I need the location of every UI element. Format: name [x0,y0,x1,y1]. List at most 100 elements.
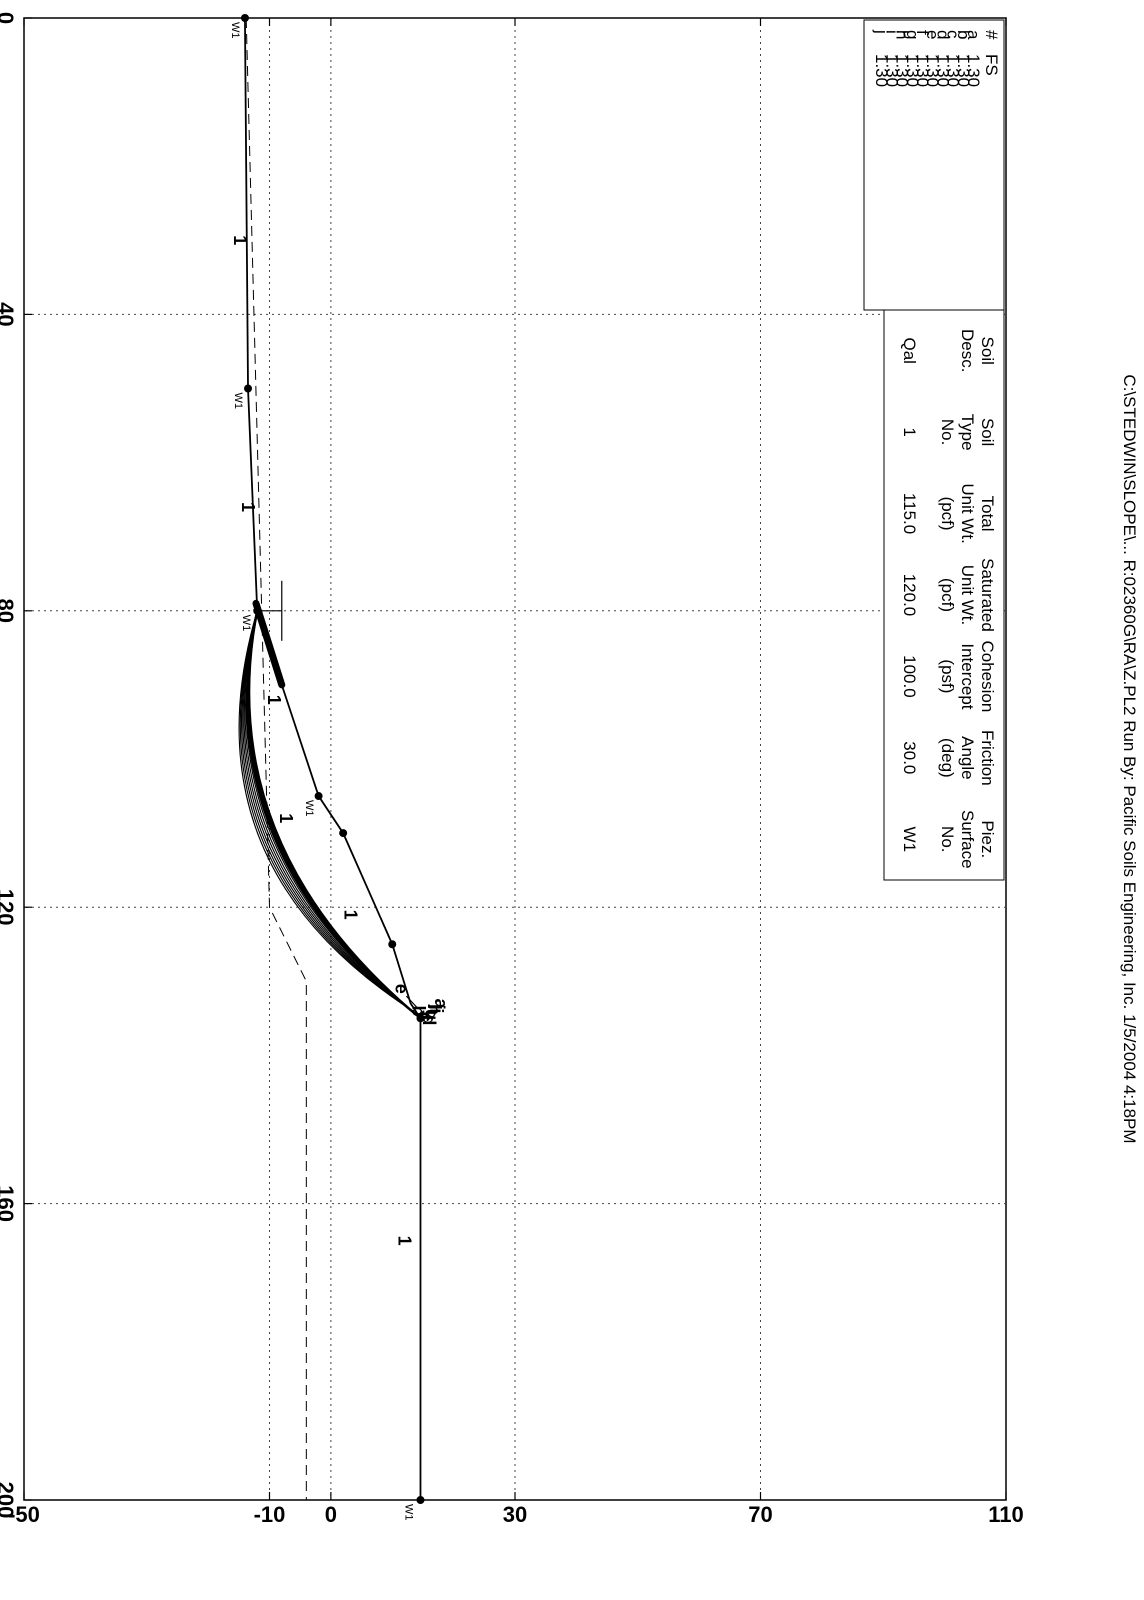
piezometric-marker [246,386,252,391]
chart-title: C:\STEDWIN\SLOPE\... R:02360G\RA\Z.PL2 R… [1120,374,1139,1143]
y-tick-label: 110 [988,1502,1024,1527]
soil-table-header: Angle [958,736,977,779]
soil-table-header: Saturated [978,558,997,632]
soil-type-marker: 1 [395,1236,415,1246]
soil-table-header: (pcf) [938,497,957,531]
soil-table-cell: 1 [900,427,919,436]
soil-type-marker: 1 [276,813,296,823]
fs-legend-label: c [944,30,963,39]
ground-surface-line [244,17,422,1500]
soil-table-header: (pcf) [938,578,957,612]
x-tick-label: 0 [0,12,18,24]
x-tick-label: 160 [0,1185,18,1222]
fs-legend-value: 1.30 [913,54,932,87]
soil-table-header: Friction [978,730,997,786]
soil-table-cell: Qal [900,337,919,363]
x-tick-label: 80 [0,599,18,623]
x-tick-label: 120 [0,889,18,926]
soil-table-header: Soil [978,337,997,365]
failure-surface-b [247,610,421,1019]
fs-legend-value: 1.30 [933,54,952,87]
y-tick-label: -50 [8,1502,40,1527]
piezometric-label: W1 [240,615,252,632]
fs-legend-value: 1.30 [944,54,963,87]
soil-table-header: Cohesion [978,641,997,713]
ground-point [416,1014,425,1023]
failure-surface-f [243,610,419,1016]
y-tick-label: 30 [503,1502,527,1527]
failure-surface-c [246,610,421,1019]
piezometric-marker [416,1497,422,1503]
piezometric-label: W1 [303,800,315,817]
failure-label-a: a [431,999,451,1010]
soil-table-header: No. [938,419,957,445]
soil-type-marker: 1 [230,235,250,245]
failure-surface-g [242,610,418,1016]
piezometric-label: W1 [232,393,244,410]
soil-type-marker: 1 [264,695,284,705]
fs-legend-value: 1.30 [954,54,973,87]
soil-table-header: Surface [958,810,977,869]
fs-legend-label: a [964,30,983,40]
failure-surface-e [244,610,419,1017]
piezometric-line [245,17,307,1500]
soil-table-header: Piez. [978,820,997,858]
soil-table-header: Type [958,414,977,451]
fs-legend-label: j [872,29,891,34]
failure-label-e: e [391,984,411,994]
fs-legend-value: 1.30 [923,54,942,87]
piezometric-marker [254,608,260,614]
soil-table-header: Unit Wt. [958,565,977,625]
fs-legend-value: 1.30 [893,54,912,87]
piezometric-label: W1 [402,1504,414,1521]
failure-surface-d [245,610,420,1017]
failure-surface-h [241,610,418,1015]
fs-legend-label: h [893,30,912,39]
ground-point [339,829,348,838]
fs-legend-label: e [923,30,942,39]
fs-legend-value: 1.30 [964,54,983,87]
soil-table-header: (deg) [938,738,957,778]
soil-table-cell: 120.0 [900,574,919,617]
soil-type-marker: 1 [238,502,258,512]
ground-point [388,940,397,949]
piezometric-marker [317,793,323,799]
fs-legend-header-fs: FS [982,54,1001,76]
fs-legend-value: 1.30 [882,54,901,87]
failure-label-b: b [409,1005,429,1016]
soil-table-header: Unit Wt. [958,483,977,543]
soil-table-header: (psf) [938,659,957,693]
soil-table-header: Desc. [958,329,977,372]
toe-heavy-segment [252,599,286,689]
fs-legend-label: f [913,30,932,35]
fs-legend-label: d [933,30,952,39]
failure-label-j: j [428,1004,448,1010]
x-tick-label: 40 [0,302,18,326]
piezometric-label: W1 [229,22,241,39]
fs-legend-label: i [882,30,901,34]
soil-table-header: Soil [978,418,997,446]
x-tick-label: 200 [0,1482,18,1519]
soil-table-header: Intercept [958,643,977,709]
soil-table-box [883,309,1005,881]
soil-table-cell: 30.0 [900,741,919,774]
piezometric-marker [243,15,249,21]
fs-legend-value: 1.30 [872,54,891,87]
fs-legend-header-num: # [982,30,1001,40]
y-tick-label: -10 [254,1502,286,1527]
fs-legend-label: g [903,30,922,39]
failure-label-i: i [426,1008,446,1013]
fs-legend-label: b [954,30,973,39]
failure-surface-j [238,610,417,1014]
soil-type-marker: 1 [341,910,361,920]
failure-label-c: c [416,1012,436,1022]
fs-legend-value: 1.30 [903,54,922,87]
y-tick-label: 0 [325,1502,337,1527]
arrow-shaft [405,995,418,1008]
soil-table-header: No. [938,826,957,852]
y-tick-label: 70 [748,1502,772,1527]
failure-label-d: d [419,1014,439,1025]
soil-table-cell: 115.0 [900,493,919,534]
soil-table-header: Total [978,496,997,532]
